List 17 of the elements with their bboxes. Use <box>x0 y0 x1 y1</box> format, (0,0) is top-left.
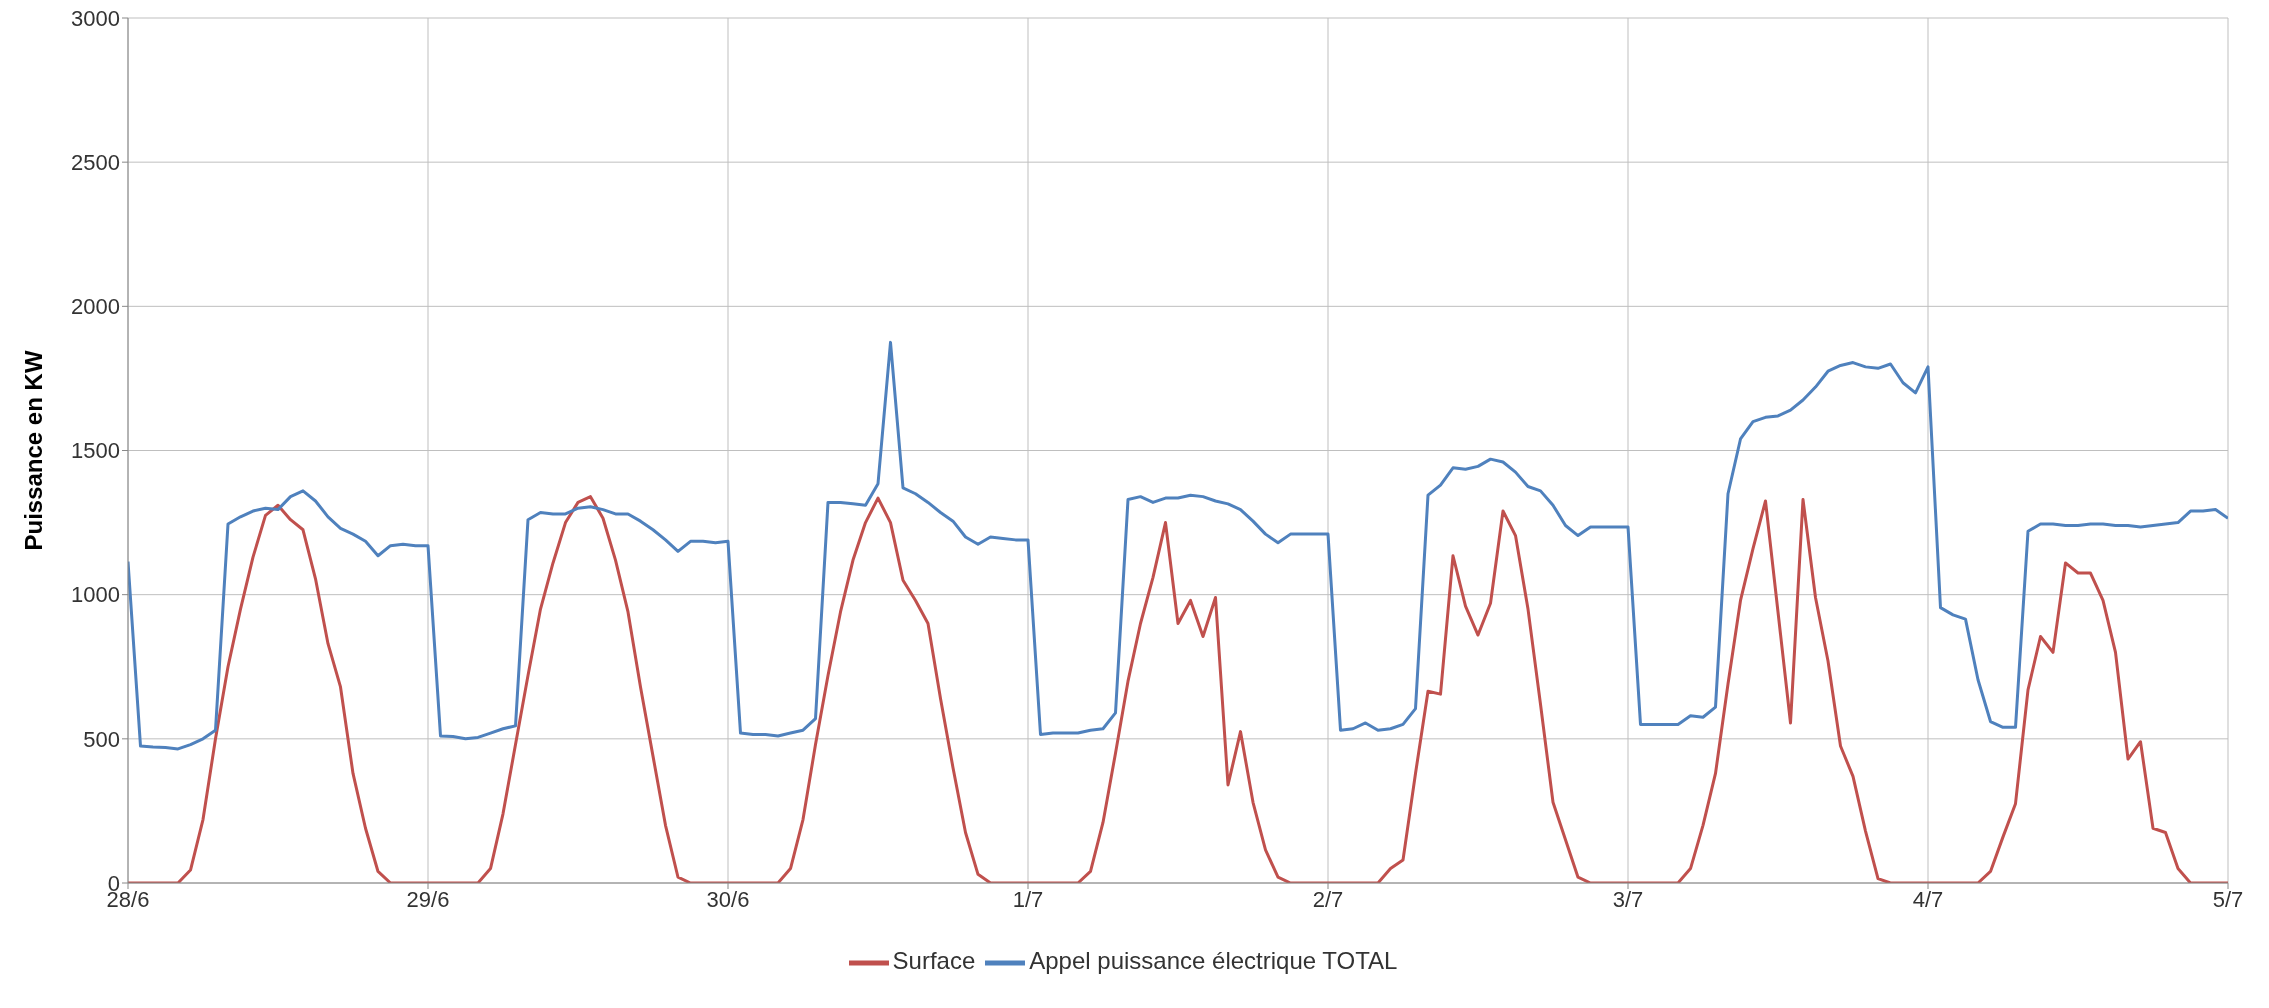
y-tick-label: 1500 <box>71 438 120 464</box>
x-tick-label: 29/6 <box>406 886 450 912</box>
y-tick-label: 2500 <box>71 149 120 175</box>
y-tick-label: 500 <box>83 726 120 752</box>
y-axis-title: Puissance en KW <box>19 350 47 551</box>
x-tick-label: 5/7 <box>2212 886 2244 912</box>
legend-label: Appel puissance électrique TOTAL <box>1029 947 1398 975</box>
x-tick-label: 2/7 <box>1312 886 1344 912</box>
x-tick-label: 4/7 <box>1912 886 1944 912</box>
y-tick-label: 1000 <box>71 582 120 608</box>
y-tick-label: 2000 <box>71 294 120 320</box>
x-tick-label: 1/7 <box>1012 886 1044 912</box>
y-tick-label: 3000 <box>71 5 120 31</box>
legend-label: Surface <box>892 947 976 975</box>
line-series <box>128 340 2228 751</box>
x-tick-label: 30/6 <box>706 886 750 912</box>
x-tick-label: 3/7 <box>1612 886 1644 912</box>
